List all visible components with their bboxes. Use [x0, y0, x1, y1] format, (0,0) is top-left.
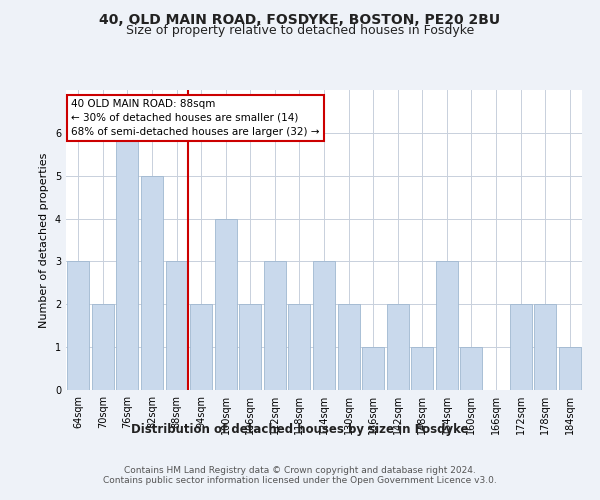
- Bar: [190, 304, 212, 390]
- Bar: [92, 304, 114, 390]
- Bar: [239, 304, 262, 390]
- Bar: [534, 304, 556, 390]
- Bar: [67, 262, 89, 390]
- Text: 40 OLD MAIN ROAD: 88sqm
← 30% of detached houses are smaller (14)
68% of semi-de: 40 OLD MAIN ROAD: 88sqm ← 30% of detache…: [71, 99, 320, 137]
- Text: Size of property relative to detached houses in Fosdyke: Size of property relative to detached ho…: [126, 24, 474, 37]
- Text: Distribution of detached houses by size in Fosdyke: Distribution of detached houses by size …: [131, 422, 469, 436]
- Bar: [313, 262, 335, 390]
- Bar: [509, 304, 532, 390]
- Text: 40, OLD MAIN ROAD, FOSDYKE, BOSTON, PE20 2BU: 40, OLD MAIN ROAD, FOSDYKE, BOSTON, PE20…: [100, 12, 500, 26]
- Bar: [338, 304, 359, 390]
- Y-axis label: Number of detached properties: Number of detached properties: [40, 152, 49, 328]
- Bar: [116, 133, 139, 390]
- Bar: [386, 304, 409, 390]
- Bar: [460, 347, 482, 390]
- Bar: [289, 304, 310, 390]
- Bar: [411, 347, 433, 390]
- Bar: [215, 218, 237, 390]
- Bar: [141, 176, 163, 390]
- Bar: [166, 262, 188, 390]
- Bar: [559, 347, 581, 390]
- Bar: [264, 262, 286, 390]
- Bar: [436, 262, 458, 390]
- Bar: [362, 347, 384, 390]
- Text: Contains public sector information licensed under the Open Government Licence v3: Contains public sector information licen…: [103, 476, 497, 485]
- Text: Contains HM Land Registry data © Crown copyright and database right 2024.: Contains HM Land Registry data © Crown c…: [124, 466, 476, 475]
